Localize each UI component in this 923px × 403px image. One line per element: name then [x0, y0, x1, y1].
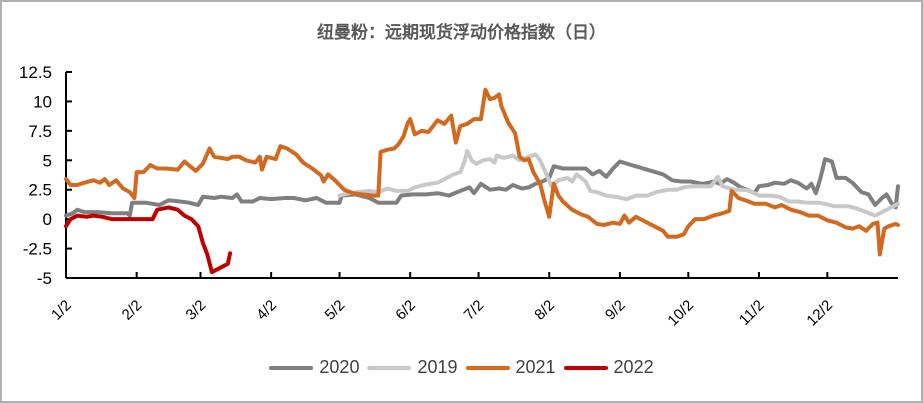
legend-swatch-2021 — [465, 365, 510, 370]
chart-title: 纽曼粉：远期现货浮动价格指数（日） — [317, 23, 606, 43]
x-tick-label: 10/2 — [664, 297, 697, 330]
y-tick-label: 2.5 — [28, 181, 52, 200]
series-lines — [64, 87, 900, 275]
series-line-2022 — [64, 205, 233, 275]
y-tick-label: -2.5 — [23, 240, 52, 259]
legend-label: 2021 — [515, 357, 556, 377]
legend-item-2021: 2021 — [465, 357, 556, 378]
legend-item-2022: 2022 — [563, 357, 654, 378]
x-tick-label: 2/2 — [119, 297, 146, 324]
series-line-2020 — [64, 157, 900, 218]
x-tick-label: 3/2 — [183, 297, 210, 324]
x-tick-label: 6/2 — [392, 297, 419, 324]
legend-item-2019: 2019 — [367, 357, 458, 378]
y-tick-label: 10 — [33, 92, 52, 111]
x-tick-label: 7/2 — [461, 297, 488, 324]
x-tick-label: 11/2 — [736, 297, 768, 329]
legend-swatch-2019 — [367, 365, 412, 370]
x-tick-label: 12/2 — [803, 297, 836, 330]
legend-label: 2019 — [417, 357, 458, 377]
chart-legend: 2020 2019 2021 2022 — [0, 357, 923, 378]
y-tick-label: 0 — [43, 210, 52, 229]
legend-item-2020: 2020 — [269, 357, 359, 378]
series-line-2021 — [64, 87, 900, 257]
y-tick-label: -5 — [37, 269, 52, 288]
series-line-2019 — [337, 148, 900, 218]
y-tick-label: 12.5 — [19, 63, 52, 82]
y-tick-label: 7.5 — [28, 122, 52, 141]
x-tick-label: 8/2 — [531, 297, 558, 324]
x-tick-label: 1/2 — [48, 297, 75, 324]
y-tick-label: 5 — [43, 151, 52, 170]
legend-swatch-2022 — [563, 365, 608, 370]
x-tick-label: 5/2 — [322, 297, 349, 324]
x-tick-label: 4/2 — [253, 297, 280, 324]
legend-swatch-2020 — [269, 365, 314, 370]
legend-label: 2022 — [613, 357, 654, 377]
x-axis: 1/2 2/2 3/2 4/2 5/2 6/2 7/2 8/2 9/2 10/2 11/2 12/2 — [48, 272, 898, 329]
x-tick-label: 9/2 — [602, 297, 629, 324]
legend-label: 2020 — [319, 357, 360, 377]
y-axis: 12.5 10 7.5 5 2.5 0 -2.5 -5 — [19, 63, 72, 288]
